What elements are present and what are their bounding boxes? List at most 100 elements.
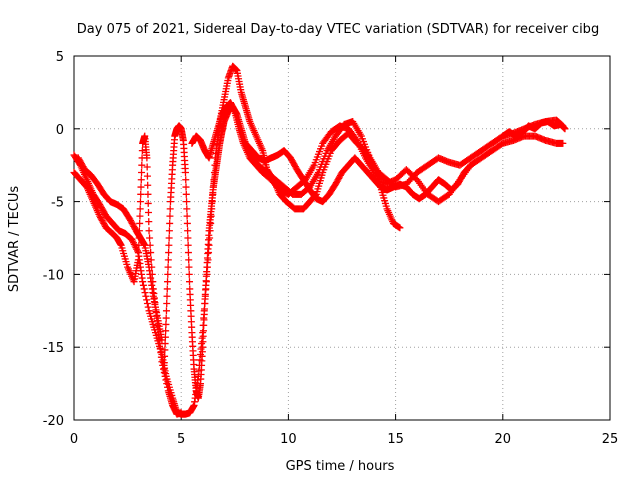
data-point — [147, 249, 155, 257]
data-point — [139, 281, 147, 289]
plot-frame — [73, 55, 611, 421]
data-point — [183, 219, 191, 227]
data-point — [352, 135, 360, 143]
chart-title: Day 075 of 2021, Sidereal Day-to-day VTE… — [77, 22, 599, 37]
data-point — [143, 163, 151, 171]
data-point — [165, 249, 173, 257]
data-point — [166, 219, 174, 227]
data-point — [134, 247, 142, 255]
data-point — [138, 168, 146, 176]
data-point — [143, 154, 151, 162]
data-point — [166, 212, 174, 220]
data-point — [135, 241, 143, 249]
data-point — [185, 256, 193, 264]
data-point — [160, 365, 168, 373]
data-point — [165, 227, 173, 235]
data-point — [182, 183, 190, 191]
data-point — [183, 212, 191, 220]
y-tick-label: -5 — [51, 196, 64, 211]
data-point — [137, 190, 145, 198]
data-point — [163, 380, 171, 388]
data-point — [134, 256, 142, 264]
x-tick-label: 0 — [70, 432, 78, 447]
data-point — [182, 190, 190, 198]
data-point — [162, 320, 170, 328]
x-tick-label: 15 — [387, 432, 404, 447]
data-point — [184, 234, 192, 242]
data-point — [164, 256, 172, 264]
data-point — [165, 241, 173, 249]
data-point — [184, 249, 192, 257]
data-point — [183, 205, 191, 213]
data-point — [561, 125, 569, 133]
data-point — [137, 176, 145, 184]
data-point — [137, 183, 145, 191]
data-point — [163, 292, 171, 300]
data-point — [136, 205, 144, 213]
data-point — [145, 209, 153, 217]
data-point — [559, 139, 567, 147]
data-point — [136, 212, 144, 220]
y-axis-label: SDTVAR / TECUs — [7, 186, 22, 293]
data-point — [182, 176, 190, 184]
data-point — [158, 336, 166, 344]
data-point — [128, 235, 136, 243]
data-point — [166, 205, 174, 213]
data-point — [181, 168, 189, 176]
data-point — [130, 240, 138, 248]
data-point — [141, 289, 149, 297]
data-point — [161, 340, 169, 348]
data-point — [129, 239, 137, 247]
data-point — [140, 285, 148, 293]
data-point — [162, 327, 170, 335]
data-point — [136, 198, 144, 206]
data-point — [186, 278, 194, 286]
data-point — [143, 300, 151, 308]
data-point — [396, 224, 404, 232]
data-point — [143, 296, 151, 304]
data-point — [185, 263, 193, 271]
data-point — [145, 227, 153, 235]
y-tick-label: -10 — [43, 268, 64, 283]
data-point — [162, 307, 170, 315]
data-point — [138, 161, 146, 169]
data-point — [164, 383, 172, 391]
data-point — [183, 198, 191, 206]
y-tick-label: 5 — [56, 50, 64, 65]
data-point — [163, 285, 171, 293]
x-tick-label: 25 — [602, 432, 619, 447]
data-point — [143, 172, 151, 180]
y-tick-label: -15 — [43, 341, 64, 356]
x-tick-label: 5 — [177, 432, 185, 447]
data-point — [145, 218, 153, 226]
x-axis-label: GPS time / hours — [286, 459, 395, 474]
data-point — [162, 376, 170, 384]
data-point — [162, 314, 170, 322]
data-point — [144, 199, 152, 207]
data-point — [161, 346, 169, 354]
data-point — [165, 234, 173, 242]
series-group — [70, 62, 569, 418]
data-point — [144, 181, 152, 189]
data-point — [467, 161, 475, 169]
data-point — [136, 219, 144, 227]
data-point — [161, 352, 169, 360]
data-point — [177, 409, 185, 417]
data-point — [185, 270, 193, 278]
data-point — [146, 234, 154, 242]
data-point — [160, 359, 168, 367]
data-point — [139, 278, 147, 286]
data-point — [131, 242, 139, 250]
data-point — [164, 278, 172, 286]
data-point — [144, 303, 152, 311]
x-tick-label: 20 — [495, 432, 512, 447]
data-point — [163, 300, 171, 308]
data-point — [184, 241, 192, 249]
x-tick-label: 10 — [280, 432, 297, 447]
data-point — [164, 270, 172, 278]
data-layer — [70, 62, 569, 418]
data-point — [466, 162, 474, 170]
y-tick-label: -20 — [43, 414, 64, 429]
